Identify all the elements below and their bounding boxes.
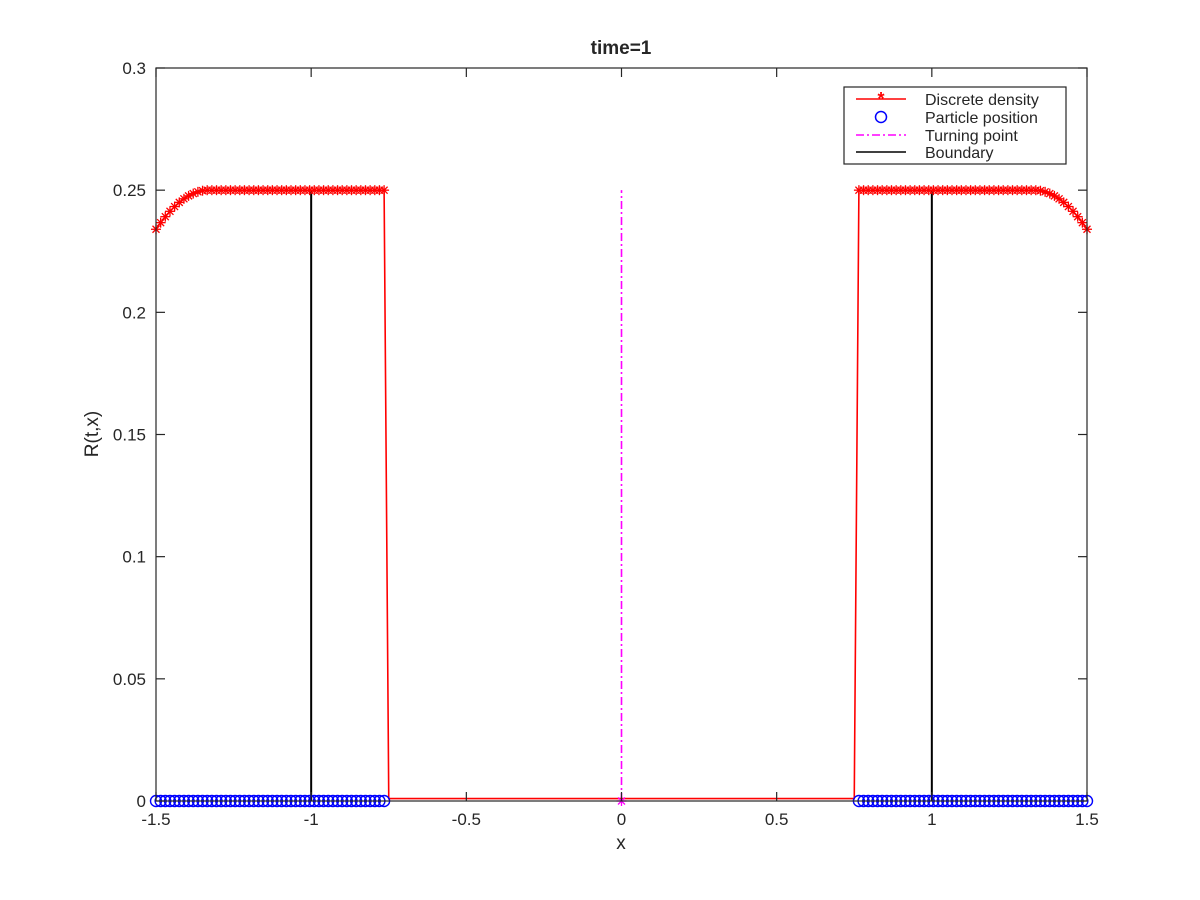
- density-marker-left-2: [160, 211, 171, 222]
- legend-particle-marker: [874, 110, 888, 124]
- y-axis-label: R(t,x): [82, 411, 103, 457]
- legend-density-marker: *: [877, 89, 884, 109]
- legend: * Discrete density Particle position Tur…: [843, 86, 1067, 165]
- x-axis-label: x: [616, 833, 626, 854]
- y-tick-label-0: 0: [137, 792, 146, 811]
- chart-title: time=1: [591, 38, 652, 59]
- x-tick-label-1: -1: [304, 810, 319, 829]
- axes-layer: -1.5 -1 -0.5 0 0.5 1 1.5 0 0.05 0.1 0.15 0.2 0.25 0.3: [113, 59, 1099, 829]
- legend-box: [843, 86, 1067, 165]
- y-tick-label-6: 0.3: [122, 59, 146, 78]
- y-tick-label-5: 0.25: [113, 181, 146, 200]
- y-tick-label-3: 0.15: [113, 426, 146, 445]
- density-marker-left-49: [379, 185, 390, 196]
- legend-turning-label: Turning point: [925, 128, 1018, 145]
- x-tick-label-6: 1.5: [1075, 810, 1099, 829]
- plot-area: [156, 68, 1087, 801]
- density-marker-left-1: [155, 217, 166, 228]
- y-tick-label-4: 0.2: [122, 303, 146, 322]
- density-marker-left-9: [192, 186, 203, 197]
- legend-boundary-label: Boundary: [925, 145, 994, 162]
- x-tick-label-4: 0.5: [765, 810, 789, 829]
- x-tick-label-2: -0.5: [452, 810, 481, 829]
- density-marker-right-48: [1077, 217, 1088, 228]
- x-tick-label-5: 1: [927, 810, 936, 829]
- legend-density-label: Discrete density: [925, 92, 1039, 109]
- x-tick-label-3: 0: [617, 810, 626, 829]
- y-tick-label-2: 0.1: [122, 548, 146, 567]
- density-marker-right-47: [1072, 211, 1083, 222]
- density-marker-left-3: [164, 206, 175, 217]
- density-marker-left-5: [174, 197, 185, 208]
- y-tick-label-1: 0.05: [113, 670, 146, 689]
- x-tick-label-0: -1.5: [141, 810, 170, 829]
- legend-particle-label: Particle position: [925, 110, 1038, 127]
